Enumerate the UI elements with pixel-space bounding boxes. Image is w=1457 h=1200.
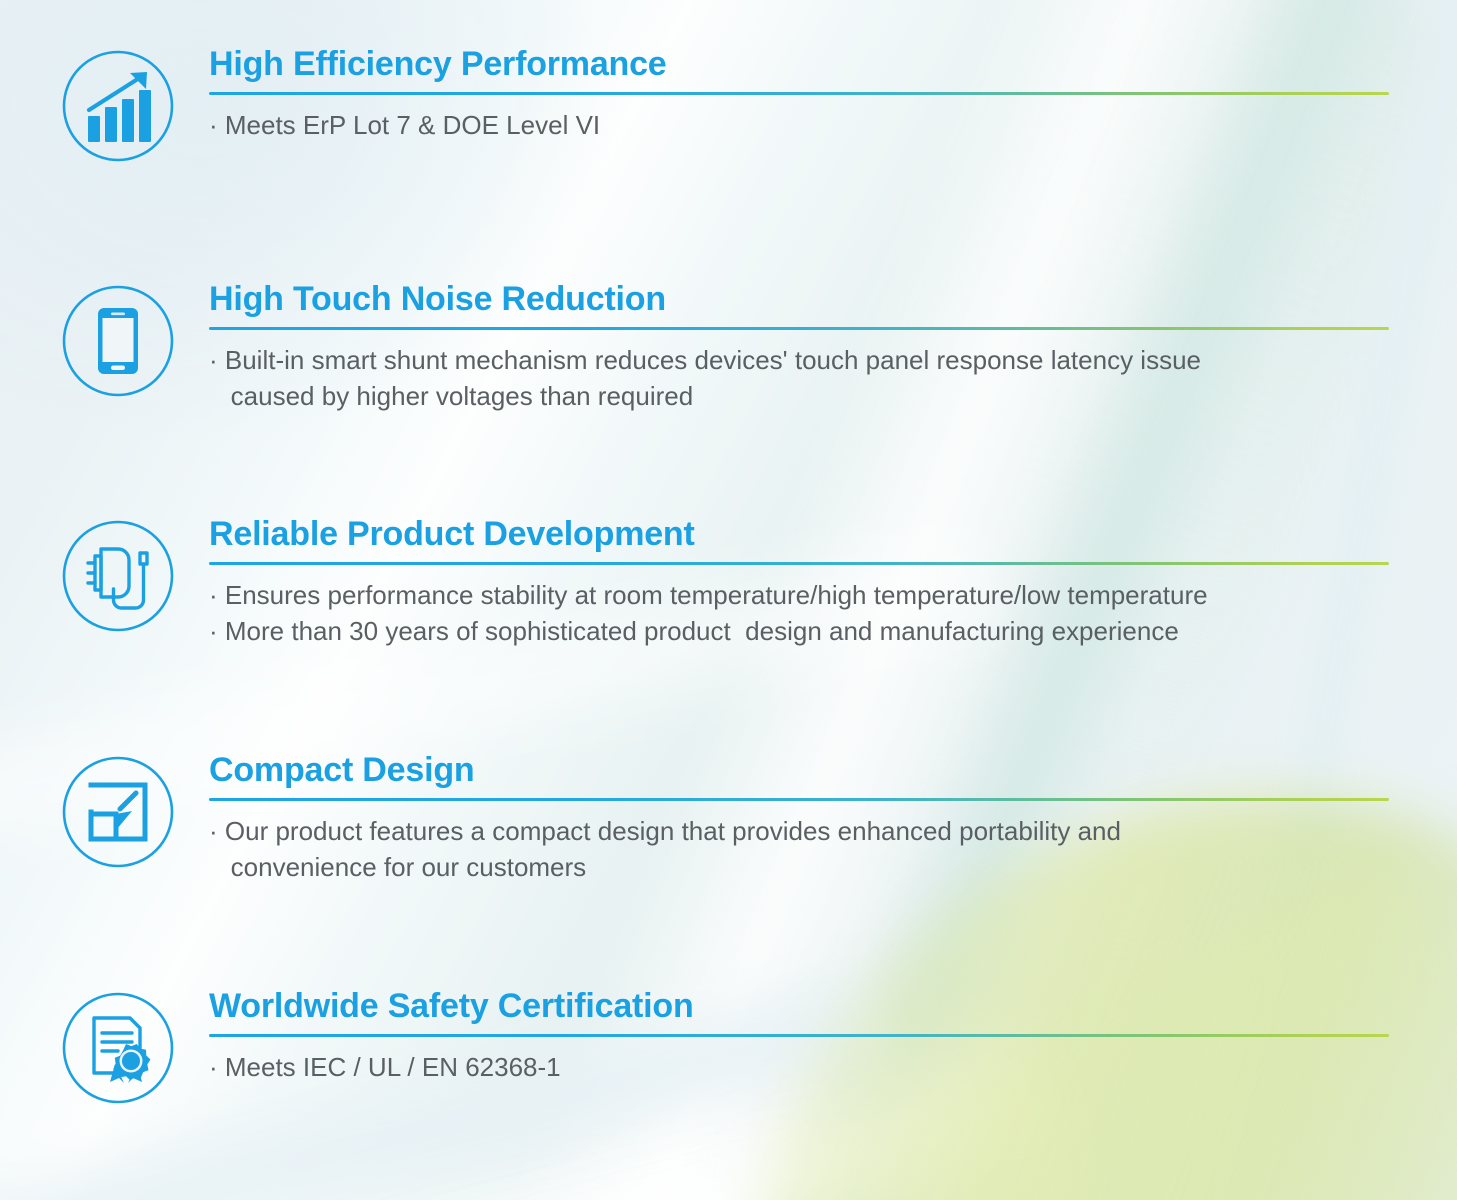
feature-line: · Ensures performance stability at room … bbox=[209, 580, 1208, 611]
feature-body: High Efficiency Performance · Meets ErP … bbox=[209, 46, 1457, 144]
power-adapter-icon bbox=[58, 516, 178, 636]
feature-item-reliable-product-development: Reliable Product Development · Ensures p… bbox=[0, 516, 1457, 649]
feature-title: Reliable Product Development bbox=[209, 515, 695, 553]
feature-line: · Meets ErP Lot 7 & DOE Level VI bbox=[209, 110, 601, 141]
feature-item-compact-design: Compact Design · Our product features a … bbox=[0, 752, 1457, 885]
feature-divider bbox=[209, 1034, 1389, 1038]
feature-body: Worldwide Safety Certification · Meets I… bbox=[209, 988, 1457, 1086]
feature-description: · Built-in smart shunt mechanism reduces… bbox=[209, 343, 1389, 414]
feature-line: · More than 30 years of sophisticated pr… bbox=[209, 615, 1179, 646]
feature-divider bbox=[209, 798, 1389, 802]
feature-line: · Our product features a compact design … bbox=[209, 816, 1121, 882]
feature-title: Compact Design bbox=[209, 751, 475, 789]
feature-body: High Touch Noise Reduction · Built-in sm… bbox=[209, 281, 1457, 414]
feature-line: · Built-in smart shunt mechanism reduces… bbox=[209, 345, 1201, 411]
feature-divider bbox=[209, 327, 1389, 331]
feature-item-worldwide-safety-certification: Worldwide Safety Certification · Meets I… bbox=[0, 988, 1457, 1108]
growth-bar-chart-icon bbox=[58, 46, 178, 166]
certificate-award-icon bbox=[58, 988, 178, 1108]
feature-line: · Meets IEC / UL / EN 62368-1 bbox=[209, 1052, 561, 1083]
feature-description: · Ensures performance stability at room … bbox=[209, 578, 1389, 649]
feature-item-high-touch-noise-reduction: High Touch Noise Reduction · Built-in sm… bbox=[0, 281, 1457, 414]
feature-description: · Meets ErP Lot 7 & DOE Level VI bbox=[209, 108, 1389, 144]
feature-body: Compact Design · Our product features a … bbox=[209, 752, 1457, 885]
smartphone-icon bbox=[58, 281, 178, 401]
feature-title: High Touch Noise Reduction bbox=[209, 280, 666, 318]
feature-title: High Efficiency Performance bbox=[209, 45, 667, 83]
feature-description: · Our product features a compact design … bbox=[209, 814, 1389, 885]
compact-resize-icon bbox=[58, 752, 178, 872]
feature-description: · Meets IEC / UL / EN 62368-1 bbox=[209, 1050, 1389, 1086]
feature-divider bbox=[209, 562, 1389, 566]
feature-divider bbox=[209, 92, 1389, 96]
feature-title: Worldwide Safety Certification bbox=[209, 987, 694, 1025]
feature-item-high-efficiency-performance: High Efficiency Performance · Meets ErP … bbox=[0, 46, 1457, 166]
feature-body: Reliable Product Development · Ensures p… bbox=[209, 516, 1457, 649]
